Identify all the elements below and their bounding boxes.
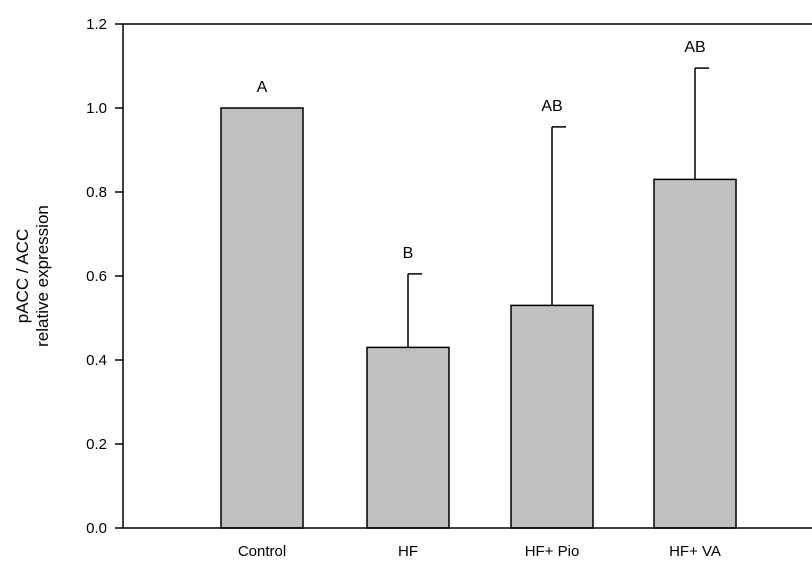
bars-layer	[220, 107, 737, 529]
x-tick-label-hf-va: HF+ VA	[669, 543, 721, 560]
bar-control	[220, 107, 304, 529]
y-tick-label: 0.4	[86, 352, 107, 369]
y-axis-label-line-2: relative expression	[33, 205, 52, 347]
x-tick-labels-layer: Control HF HF+ Pio HF+ VA	[238, 543, 721, 560]
y-tick-label: 0.0	[86, 520, 107, 537]
y-tick-label: 0.6	[86, 268, 107, 285]
bar-hf-pio	[510, 304, 594, 529]
significance-letter-hf-va: AB	[684, 39, 705, 56]
y-tick-label: 1.2	[86, 16, 107, 33]
x-tick-label-hf-pio: HF+ Pio	[525, 543, 580, 560]
bar-hf-va	[653, 178, 737, 529]
x-tick-label-control: Control	[238, 543, 286, 560]
significance-letter-hf-pio: AB	[541, 98, 562, 115]
y-ticks-layer: 0.0 0.2 0.4 0.6 0.8 1.0 1.2	[86, 16, 123, 537]
y-tick-label: 0.8	[86, 184, 107, 201]
significance-letter-hf: B	[403, 245, 414, 262]
y-tick-label: 1.0	[86, 100, 107, 117]
significance-letter-control: A	[257, 79, 268, 96]
error-bars-layer	[407, 67, 709, 348]
y-axis-label-line-1: pACC / ACC	[13, 229, 32, 323]
y-axis-label: pACC / ACC relative expression	[13, 205, 52, 347]
x-tick-label-hf: HF	[398, 543, 418, 560]
bar-hf	[366, 346, 450, 529]
y-tick-label: 0.2	[86, 436, 107, 453]
